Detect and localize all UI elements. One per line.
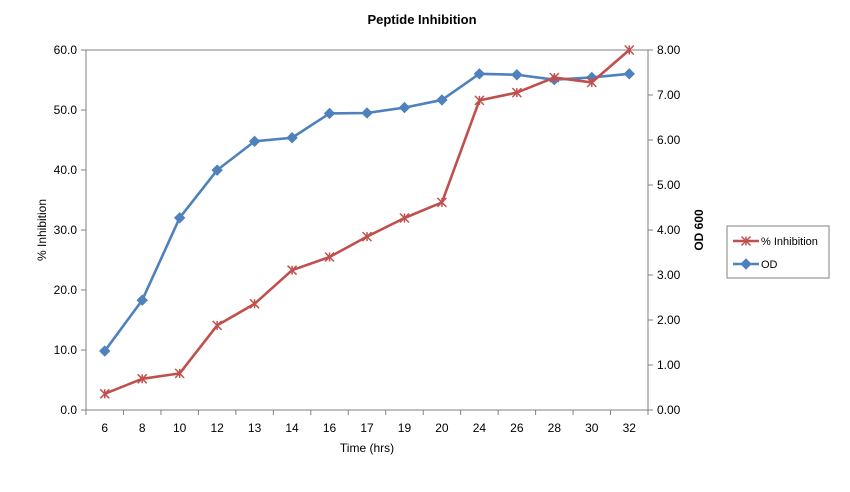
legend-item: % Inhibition	[733, 235, 818, 248]
y-axis-title: % Inhibition	[35, 199, 49, 261]
y-tick-label: 0.0	[60, 403, 77, 417]
data-point-diamond	[436, 94, 448, 106]
x-tick-label: 19	[398, 421, 412, 435]
data-point-diamond	[286, 132, 298, 144]
y2-tick-label: 1.00	[657, 358, 681, 372]
y-tick-label: 60.0	[54, 43, 78, 57]
series-line	[104, 49, 631, 396]
x-tick-label: 26	[510, 421, 524, 435]
x-tick-label: 20	[435, 421, 449, 435]
y-tick-label: 50.0	[54, 103, 78, 117]
y-tick-label: 10.0	[54, 343, 78, 357]
x-tick-label: 17	[360, 421, 374, 435]
data-point-star	[249, 298, 260, 309]
data-point-diamond	[173, 212, 186, 224]
data-point-diamond	[511, 69, 523, 81]
x-tick-label: 8	[139, 421, 146, 435]
data-point-diamond	[473, 68, 486, 80]
data-point-diamond	[99, 345, 111, 357]
data-point-star	[361, 231, 373, 242]
data-point-star	[586, 77, 597, 88]
legend-item: OD	[733, 258, 778, 271]
data-point-star	[212, 320, 223, 331]
data-point-diamond	[740, 258, 752, 270]
y2-tick-label: 4.00	[657, 223, 681, 237]
data-point-star	[399, 212, 410, 224]
data-point-diamond	[211, 164, 223, 176]
series-inhibition	[99, 44, 635, 399]
y-tick-label: 30.0	[54, 223, 78, 237]
x-tick-label: 30	[585, 421, 599, 435]
y2-tick-label: 5.00	[657, 178, 681, 192]
y2-tick-label: 8.00	[657, 43, 681, 57]
data-point-diamond	[323, 107, 336, 120]
y2-tick-label: 0.00	[657, 403, 681, 417]
data-point-diamond	[136, 294, 148, 306]
x-tick-label: 24	[473, 421, 487, 435]
data-point-star	[549, 72, 560, 83]
legend: % Inhibition OD	[726, 225, 830, 279]
legend-label: OD	[761, 259, 778, 271]
x-tick-label: 16	[323, 421, 337, 435]
chart-title: Peptide Inhibition	[367, 12, 476, 27]
x-tick-label: 32	[623, 421, 637, 435]
data-point-star	[287, 265, 298, 276]
x-axis-title: Time (hrs)	[340, 441, 394, 455]
y2-axis-title: OD 600	[692, 209, 706, 251]
data-point-star	[137, 373, 148, 384]
x-tick-label: 28	[548, 421, 562, 435]
x-tick-label: 14	[285, 421, 299, 435]
data-point-star	[99, 388, 110, 399]
data-point-star	[174, 368, 185, 379]
legend-label: % Inhibition	[761, 236, 818, 248]
x-tick-label: 6	[101, 421, 108, 435]
y2-tick-label: 7.00	[657, 88, 681, 102]
data-point-star	[624, 44, 635, 56]
data-point-diamond	[623, 68, 635, 80]
data-point-star	[436, 197, 447, 208]
legend-box	[726, 225, 830, 279]
data-point-star	[324, 251, 335, 263]
x-tick-label: 10	[173, 421, 187, 435]
plot-area: 0.0 10.0 20.0 30.0 40.0 50.0 60.0 0.00 1.00 2.00 3…	[54, 43, 681, 435]
plot-border	[85, 49, 649, 411]
y-tick-label: 40.0	[54, 163, 78, 177]
x-tick-label: 13	[248, 421, 262, 435]
data-point-diamond	[398, 101, 411, 114]
y2-tick-label: 2.00	[657, 313, 681, 327]
y2-tick-label: 3.00	[657, 268, 681, 282]
data-point-star	[511, 87, 522, 98]
data-point-star	[740, 235, 752, 247]
x-tick-label: 12	[210, 421, 224, 435]
data-point-diamond	[361, 107, 373, 119]
data-point-star	[474, 95, 485, 106]
data-point-diamond	[248, 135, 261, 148]
y2-tick-label: 6.00	[657, 133, 681, 147]
series-od	[99, 68, 635, 357]
y-tick-label: 20.0	[54, 283, 78, 297]
